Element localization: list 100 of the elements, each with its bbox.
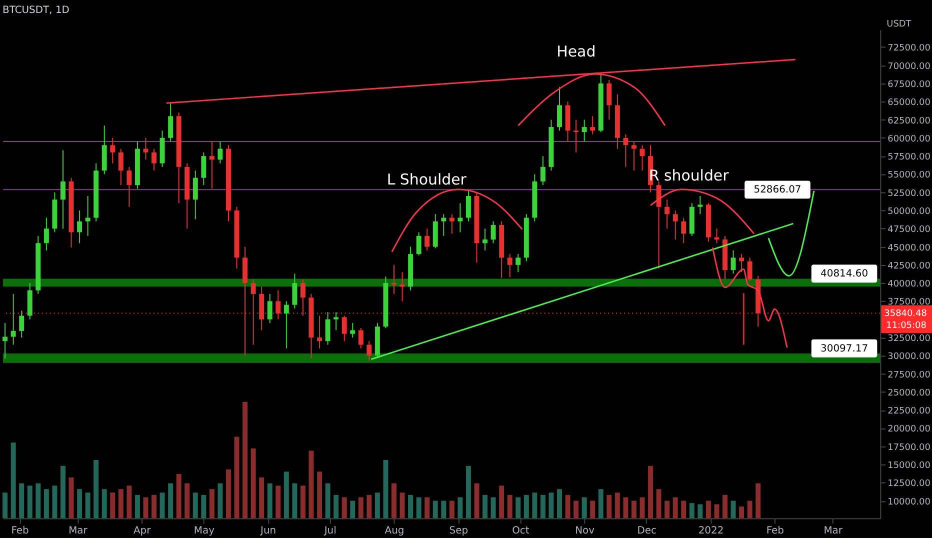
bar xyxy=(226,469,231,518)
band-label: 40814.60 xyxy=(820,268,868,280)
bar xyxy=(698,504,703,518)
candlestick xyxy=(292,273,298,309)
bar xyxy=(623,497,628,518)
ref-line-label: 35840.48 xyxy=(884,309,928,320)
bar xyxy=(540,494,546,518)
x-tick-label: May xyxy=(194,526,215,537)
y-tick-label: 27500.00 xyxy=(888,370,931,380)
x-tick-label: Aug xyxy=(384,526,404,537)
y-tick-label: 22500.00 xyxy=(888,406,931,417)
y-tick-label: 62500.00 xyxy=(888,116,931,126)
bar xyxy=(681,500,686,518)
bar xyxy=(168,483,174,518)
bar xyxy=(259,477,264,518)
candlestick xyxy=(416,232,422,256)
bar xyxy=(582,497,587,518)
candlestick xyxy=(152,148,157,172)
bar xyxy=(408,494,414,518)
bar xyxy=(308,450,314,518)
bar xyxy=(358,497,364,518)
candlestick xyxy=(218,141,223,164)
candlestick xyxy=(325,312,330,346)
bar xyxy=(184,483,190,518)
y-tick-label: 45000.00 xyxy=(888,243,931,254)
bar xyxy=(300,486,306,518)
candlestick xyxy=(730,250,736,274)
y-tick-label: 30000.00 xyxy=(888,352,931,362)
bar xyxy=(342,497,347,518)
candlestick xyxy=(276,290,281,320)
text: 11:05:08 xyxy=(886,321,927,332)
bar xyxy=(532,492,538,518)
ref-line-label: 52866.07 xyxy=(754,184,802,196)
bar xyxy=(516,497,521,518)
candlestick xyxy=(441,214,446,236)
bar xyxy=(102,489,107,518)
x-tick-label: Oct xyxy=(512,526,530,537)
y-tick-label: 55000.00 xyxy=(888,170,931,181)
bar xyxy=(267,483,272,518)
candlestick xyxy=(60,150,66,230)
bar xyxy=(416,497,422,518)
x-tick-label: Mar xyxy=(824,526,844,537)
x-tick-label: Feb xyxy=(11,526,29,537)
bar xyxy=(432,500,438,518)
candlestick xyxy=(623,134,628,168)
bar xyxy=(606,494,612,518)
bar xyxy=(317,472,322,518)
bar xyxy=(631,500,636,518)
candlestick xyxy=(250,278,256,346)
candlestick xyxy=(656,180,662,270)
candlestick xyxy=(400,272,405,302)
candlestick xyxy=(606,79,612,120)
candlestick xyxy=(143,137,148,160)
bar xyxy=(574,500,579,518)
bar xyxy=(176,474,182,518)
line-series xyxy=(650,188,755,234)
y-tick-label: 42500.00 xyxy=(888,261,931,272)
bar xyxy=(507,494,512,518)
candlestick xyxy=(192,170,198,220)
bar xyxy=(614,492,620,518)
bar xyxy=(441,500,446,518)
y-tick-label: 37500.00 xyxy=(888,298,931,308)
bar xyxy=(672,497,678,518)
candlestick xyxy=(482,228,488,251)
bar xyxy=(548,492,554,518)
candlestick xyxy=(672,210,678,240)
x-tick-label: Dec xyxy=(637,526,657,537)
candlestick xyxy=(118,148,124,186)
candlestick xyxy=(507,254,512,278)
candlestick xyxy=(714,228,720,244)
bar xyxy=(60,466,66,518)
bar xyxy=(706,500,711,518)
candlestick xyxy=(392,264,396,294)
bar xyxy=(350,500,356,518)
bar xyxy=(392,483,396,518)
bar xyxy=(77,489,82,518)
candlestick xyxy=(85,195,90,236)
bar xyxy=(134,494,140,518)
candlestick xyxy=(574,119,579,153)
candlestick xyxy=(424,228,430,251)
bar xyxy=(449,500,454,518)
y-tick-label: 70000.00 xyxy=(888,62,931,72)
candlestick xyxy=(516,254,521,273)
bar xyxy=(499,486,504,518)
candlestick xyxy=(540,156,546,186)
bar xyxy=(524,494,529,518)
bar xyxy=(2,492,8,518)
y-tick-label: 20000.00 xyxy=(888,424,931,435)
y-tick-label: 65000.00 xyxy=(888,98,931,108)
bar xyxy=(730,500,736,518)
y-axis-title: USDT xyxy=(886,19,912,30)
y-tick-label: 52500.00 xyxy=(888,188,931,199)
bar xyxy=(234,436,240,518)
candlestick xyxy=(209,141,214,190)
candlestick xyxy=(358,328,364,349)
y-tick-label: 10000.00 xyxy=(888,497,931,508)
annotation: Head xyxy=(556,42,596,61)
candlestick xyxy=(582,119,587,142)
bar xyxy=(27,486,32,518)
y-tick-label: 12500.00 xyxy=(888,479,931,490)
